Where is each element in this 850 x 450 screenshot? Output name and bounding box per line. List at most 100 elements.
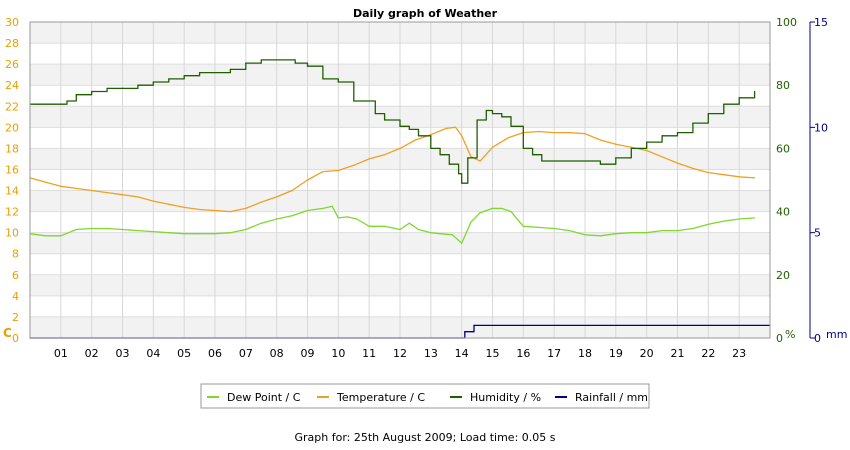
series-point-dew [615, 233, 617, 235]
series-point-dew [121, 228, 124, 231]
series-point-temperature [383, 154, 386, 156]
series-point-dew [75, 228, 77, 231]
series-point-dew [538, 226, 540, 228]
series-point-humidity [439, 154, 441, 156]
x-tick-label: 16 [516, 347, 530, 360]
x-tick-label: 04 [146, 347, 160, 360]
series-point-humidity [91, 90, 93, 93]
series-point-humidity [229, 68, 232, 70]
temp-tick-label: 16 [5, 163, 19, 176]
series-point-humidity [383, 119, 386, 121]
humidity-axis-label: % [785, 328, 795, 341]
temp-tick-label: 14 [5, 185, 19, 198]
series-point-humidity [198, 71, 201, 74]
series-point-humidity [399, 125, 401, 127]
series-point-temperature [646, 149, 648, 152]
series-point-humidity [510, 125, 512, 127]
legend-label: Humidity / % [470, 391, 541, 404]
series-point-temperature [753, 177, 756, 179]
series-point-dew [707, 223, 709, 225]
series-point-temperature [337, 169, 339, 172]
series-point-dew [291, 215, 293, 217]
series-point-dew [183, 233, 185, 235]
temp-tick-label: 6 [12, 269, 19, 282]
temp-tick-label: 26 [5, 58, 19, 71]
series-point-humidity [723, 103, 725, 105]
series-point-humidity [168, 78, 170, 80]
series-point-humidity [374, 113, 376, 115]
temp-tick-label: 0 [12, 332, 19, 345]
x-tick-label: 02 [85, 347, 99, 360]
temp-tick-label: 12 [5, 206, 19, 219]
series-point-dew [214, 233, 216, 235]
series-point-temperature [306, 179, 309, 181]
rain-tick-label: 10 [814, 121, 828, 134]
humidity-tick-label: 40 [776, 206, 790, 219]
series-point-humidity [152, 81, 154, 83]
legend: Dew Point / C Temperature / C Humidity / %… [200, 383, 650, 409]
series-point-humidity [245, 62, 247, 64]
series-point-dew [646, 232, 648, 234]
series-point-dew [44, 235, 47, 237]
series-point-humidity [630, 147, 632, 149]
series-point-humidity [461, 182, 463, 184]
series-point-dew [346, 216, 349, 218]
series-point-temperature [568, 132, 571, 134]
x-tick-label: 14 [455, 347, 469, 360]
series-point-temperature [491, 146, 494, 148]
series-point-dew [510, 211, 512, 213]
series-point-temperature [183, 206, 185, 208]
temp-tick-label: 2 [12, 311, 19, 324]
series-point-dew [584, 234, 586, 236]
series-point-temperature [152, 200, 154, 202]
series-point-temperature [430, 134, 432, 136]
temp-tick-label: 10 [5, 227, 19, 240]
temp-tick-label: 8 [12, 248, 19, 261]
series-point-humidity [531, 154, 534, 156]
temp-tick-label: 4 [12, 290, 19, 303]
series-point-dew [491, 207, 494, 210]
series-point-dew [479, 212, 481, 214]
series-point-dew [368, 225, 370, 227]
series-point-humidity [285, 59, 287, 61]
series-point-temperature [106, 192, 108, 194]
series-point-temperature [707, 172, 709, 174]
series-point-humidity [553, 160, 555, 162]
series-point-temperature [60, 185, 62, 187]
x-tick-label: 15 [486, 347, 500, 360]
series-point-humidity [322, 78, 324, 80]
series-point-temperature [599, 139, 602, 141]
series-point-humidity [430, 147, 432, 149]
series-point-temperature [676, 162, 679, 164]
humidity-tick-label: 20 [776, 269, 790, 282]
series-point-dew [322, 207, 324, 210]
x-tick-label: 17 [547, 347, 561, 360]
series-point-dew [501, 207, 503, 210]
plot-border [29, 21, 771, 339]
series-point-dew [630, 232, 632, 234]
series-point-humidity [121, 87, 124, 89]
series-point-humidity [294, 62, 296, 64]
series-point-dew [152, 231, 154, 233]
series-point-dew [553, 227, 555, 230]
x-tick-label: 06 [208, 347, 222, 360]
series-point-dew [137, 229, 139, 232]
series-point-temperature [75, 187, 77, 190]
series-point-temperature [738, 176, 740, 178]
series-point-humidity [306, 65, 309, 67]
chart-title: Daily graph of Weather [353, 7, 498, 20]
series-line-dew [29, 205, 755, 244]
series-point-humidity [448, 163, 450, 165]
series-point-humidity [75, 94, 77, 96]
series-point-temperature [461, 135, 463, 137]
series-point-dew [331, 205, 333, 207]
series-point-humidity [408, 128, 410, 131]
x-tick-label: 05 [177, 347, 191, 360]
series-point-temperature [368, 158, 370, 160]
rain-axis-label: mm [826, 328, 847, 341]
series-point-humidity [38, 103, 40, 105]
x-tick-label: 07 [239, 347, 253, 360]
series-point-temperature [353, 164, 355, 166]
series-point-temperature [507, 137, 509, 139]
